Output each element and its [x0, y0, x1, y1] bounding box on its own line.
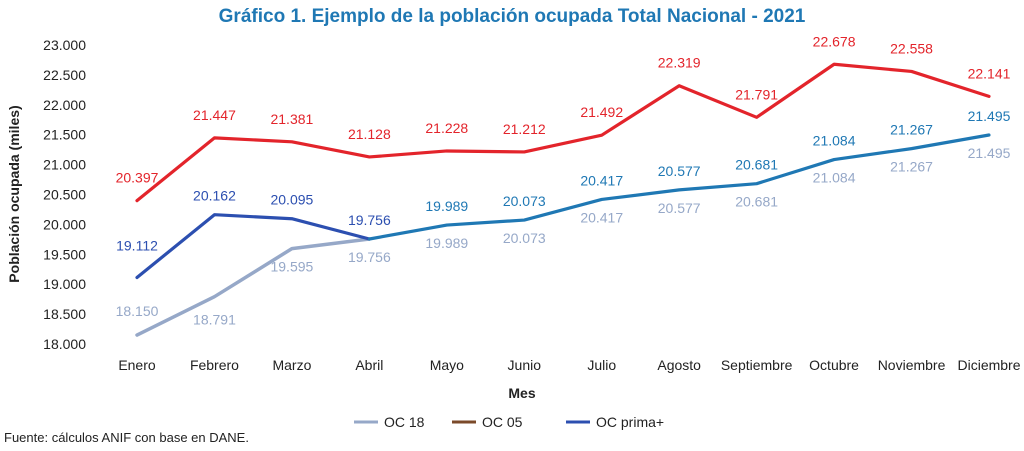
data-label-oc05: 21.447 [193, 107, 236, 123]
x-tick-label: Abril [355, 357, 383, 373]
x-tick-label: Mayo [430, 357, 464, 373]
data-label-oc05: 21.492 [580, 104, 623, 120]
y-tick-label: 19.500 [43, 246, 86, 262]
x-tick-label: Enero [118, 357, 156, 373]
data-label-oc-prima: 21.267 [890, 122, 933, 138]
series-line-oc18 [135, 237, 372, 337]
data-label-oc18: 20.417 [580, 209, 623, 225]
data-label-oc-prima: 19.112 [116, 238, 158, 254]
legend-label: OC prima+ [596, 414, 664, 430]
y-tick-label: 19.000 [43, 276, 86, 292]
x-tick-label: Diciembre [957, 357, 1020, 373]
y-tick-label: 22.500 [43, 67, 86, 83]
data-label-oc-prima: 21.495 [968, 108, 1011, 124]
data-label-oc05: 22.678 [813, 33, 856, 49]
y-axis-title: Población ocupada (miles) [6, 105, 22, 282]
data-label-oc18: 19.595 [270, 259, 313, 275]
y-axis: 18.000 18.500 19.000 19.500 20.000 20.500 21.0… [43, 37, 86, 352]
y-tick-label: 23.000 [43, 37, 86, 53]
data-label-oc18: 21.084 [813, 170, 856, 186]
data-label-oc18: 21.267 [890, 159, 933, 175]
data-label-oc18: 18.791 [193, 312, 236, 328]
data-label-oc-prima: 20.162 [193, 188, 236, 204]
y-tick-label: 18.000 [43, 336, 86, 352]
source-note: Fuente: cálculos ANIF con base en DANE. [4, 430, 249, 445]
data-label-oc-prima: 20.577 [658, 163, 701, 179]
data-label-oc05: 21.791 [735, 86, 778, 102]
data-label-oc05: 21.381 [270, 111, 313, 127]
data-label-oc-prima: 21.084 [813, 133, 856, 149]
series-line-oc-prima [367, 133, 991, 241]
data-label-oc-prima: 20.417 [580, 172, 623, 188]
y-tick-label: 18.500 [43, 306, 86, 322]
legend-label: OC 18 [384, 414, 425, 430]
x-axis: Enero Febrero Marzo Abril Mayo Junio Julio Agos… [118, 357, 1020, 373]
x-tick-label: Octubre [809, 357, 859, 373]
chart-title: Gráfico 1. Ejemplo de la población ocupa… [219, 6, 806, 27]
x-tick-label: Noviembre [878, 357, 946, 373]
y-tick-label: 20.500 [43, 187, 86, 203]
data-label-oc18: 21.495 [968, 145, 1011, 161]
data-label-oc18: 20.577 [658, 200, 701, 216]
y-tick-label: 21.500 [43, 127, 86, 143]
data-label-oc18: 18.150 [116, 303, 159, 319]
x-tick-label: Agosto [657, 357, 701, 373]
data-label-oc05: 20.397 [116, 170, 159, 186]
y-tick-label: 20.000 [43, 216, 86, 232]
data-label-oc05: 22.319 [658, 55, 701, 71]
legend-label: OC 05 [482, 414, 523, 430]
data-label-oc-prima: 19.989 [425, 198, 468, 214]
x-tick-label: Marzo [272, 357, 311, 373]
x-tick-label: Febrero [190, 357, 239, 373]
data-label-oc-prima: 19.756 [348, 212, 391, 228]
data-label-oc05: 22.558 [890, 40, 933, 56]
data-label-oc18: 20.073 [503, 230, 546, 246]
legend: OC 18 OC 05 OC prima+ [354, 414, 664, 430]
x-tick-label: Septiembre [721, 357, 793, 373]
data-labels: 20.397 21.447 21.381 21.128 21.228 21.212 21.4… [116, 33, 1011, 327]
data-label-oc05: 21.212 [503, 121, 546, 137]
data-label-oc05: 21.128 [348, 126, 391, 142]
y-tick-label: 21.000 [43, 157, 86, 173]
data-label-oc18: 19.989 [425, 235, 468, 251]
series-line-oc-prima-early [135, 213, 371, 280]
data-label-oc-prima: 20.681 [735, 157, 778, 173]
x-tick-label: Julio [587, 357, 616, 373]
data-label-oc-prima: 20.095 [270, 192, 313, 208]
data-label-oc18: 19.756 [348, 249, 391, 265]
data-label-oc05: 22.141 [968, 65, 1011, 81]
data-label-oc-prima: 20.073 [503, 193, 546, 209]
data-label-oc05: 21.228 [425, 120, 468, 136]
data-label-oc18: 20.681 [735, 194, 778, 210]
x-tick-label: Junio [508, 357, 542, 373]
series-layer [135, 62, 991, 337]
series-line-oc05 [135, 62, 991, 203]
y-tick-label: 22.000 [43, 97, 86, 113]
x-axis-title: Mes [508, 385, 535, 401]
